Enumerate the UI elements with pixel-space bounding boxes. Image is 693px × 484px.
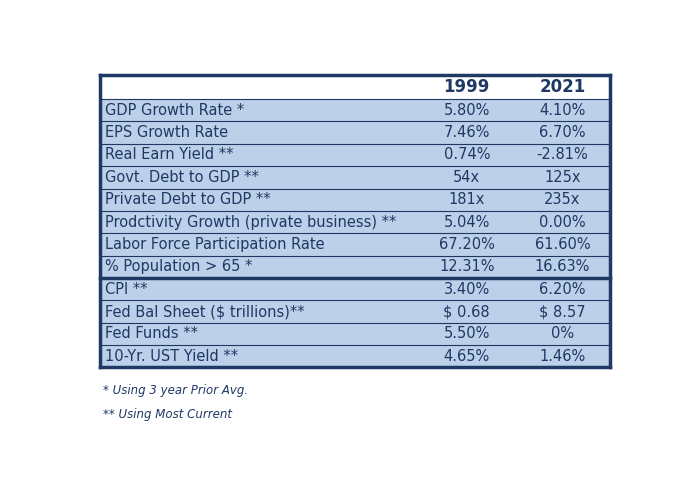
Text: CPI **: CPI **	[105, 282, 148, 297]
Bar	[100, 345, 611, 367]
Bar	[100, 121, 611, 144]
Text: Labor Force Participation Rate: Labor Force Participation Rate	[105, 237, 325, 252]
Text: 2021: 2021	[539, 78, 586, 96]
Text: 1.46%: 1.46%	[539, 349, 586, 363]
Bar	[100, 323, 611, 345]
Bar	[100, 256, 611, 278]
Text: 5.04%: 5.04%	[444, 214, 490, 229]
Text: ** Using Most Current: ** Using Most Current	[103, 408, 231, 422]
Text: 3.40%: 3.40%	[444, 282, 490, 297]
Text: Prodctivity Growth (private business) **: Prodctivity Growth (private business) **	[105, 214, 397, 229]
Text: GDP Growth Rate *: GDP Growth Rate *	[105, 103, 245, 118]
Text: 4.10%: 4.10%	[539, 103, 586, 118]
Text: 61.60%: 61.60%	[534, 237, 590, 252]
Text: 0.00%: 0.00%	[539, 214, 586, 229]
Bar	[100, 75, 611, 99]
Text: 10-Yr. UST Yield **: 10-Yr. UST Yield **	[105, 349, 238, 363]
Text: Real Earn Yield **: Real Earn Yield **	[105, 148, 234, 163]
Bar	[100, 211, 611, 233]
Bar	[100, 233, 611, 256]
Text: 5.50%: 5.50%	[444, 326, 490, 341]
Bar	[100, 189, 611, 211]
Bar	[100, 144, 611, 166]
Text: 0.74%: 0.74%	[444, 148, 490, 163]
Text: 12.31%: 12.31%	[439, 259, 495, 274]
Bar	[100, 166, 611, 189]
Text: EPS Growth Rate: EPS Growth Rate	[105, 125, 229, 140]
Text: Private Debt to GDP **: Private Debt to GDP **	[105, 192, 271, 207]
Text: 125x: 125x	[544, 170, 581, 185]
Bar	[100, 278, 611, 300]
Bar	[100, 300, 611, 323]
Text: * Using 3 year Prior Avg.: * Using 3 year Prior Avg.	[103, 384, 248, 397]
Text: 7.46%: 7.46%	[444, 125, 490, 140]
Text: 6.20%: 6.20%	[539, 282, 586, 297]
Text: Govt. Debt to GDP **: Govt. Debt to GDP **	[105, 170, 259, 185]
Text: 16.63%: 16.63%	[535, 259, 590, 274]
Text: -2.81%: -2.81%	[536, 148, 588, 163]
Text: 67.20%: 67.20%	[439, 237, 495, 252]
Text: $ 0.68: $ 0.68	[444, 304, 490, 319]
Text: 54x: 54x	[453, 170, 480, 185]
Text: $ 8.57: $ 8.57	[539, 304, 586, 319]
Text: Fed Funds **: Fed Funds **	[105, 326, 198, 341]
Text: % Population > 65 *: % Population > 65 *	[105, 259, 253, 274]
Text: 5.80%: 5.80%	[444, 103, 490, 118]
Bar	[100, 99, 611, 121]
Text: 0%: 0%	[551, 326, 574, 341]
Text: 4.65%: 4.65%	[444, 349, 490, 363]
Text: 235x: 235x	[544, 192, 581, 207]
Text: 6.70%: 6.70%	[539, 125, 586, 140]
Text: 181x: 181x	[448, 192, 485, 207]
Text: Fed Bal Sheet ($ trillions)**: Fed Bal Sheet ($ trillions)**	[105, 304, 305, 319]
Text: 1999: 1999	[444, 78, 490, 96]
